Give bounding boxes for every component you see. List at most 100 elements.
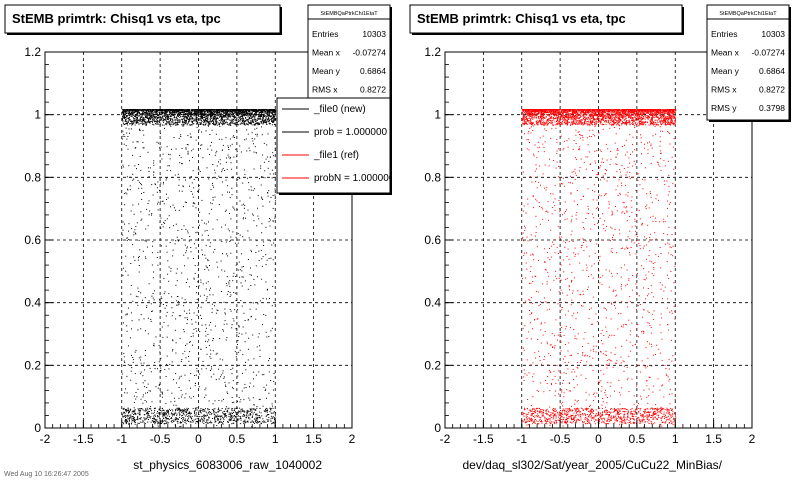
data-point [232, 176, 234, 178]
data-point [198, 169, 200, 171]
data-point [226, 406, 228, 408]
data-point [179, 109, 181, 110]
data-point [254, 123, 256, 125]
data-point [226, 323, 228, 325]
data-point [239, 111, 241, 113]
data-point [197, 281, 199, 283]
data-point [221, 111, 222, 113]
data-point [184, 410, 186, 412]
data-point [212, 112, 213, 114]
data-point [242, 122, 244, 124]
data-point [253, 143, 254, 145]
data-point [258, 116, 260, 118]
data-point [125, 314, 127, 316]
data-point [244, 212, 246, 214]
data-point [180, 109, 182, 111]
data-point [216, 110, 218, 112]
data-point [164, 115, 166, 117]
data-point [266, 120, 268, 122]
data-point [232, 177, 234, 179]
data-point [172, 204, 174, 206]
data-point [235, 119, 237, 121]
data-point [230, 414, 232, 416]
data-point [250, 421, 252, 423]
data-point [227, 185, 229, 187]
data-point [250, 117, 252, 119]
data-point [250, 249, 252, 251]
data-point [247, 230, 249, 232]
data-point [221, 226, 223, 228]
data-point [133, 402, 135, 403]
data-point [187, 410, 189, 412]
data-point [179, 112, 181, 114]
data-point [175, 209, 177, 211]
data-point [121, 117, 123, 119]
data-point [205, 288, 207, 290]
data-point [226, 293, 228, 295]
data-point [136, 116, 138, 118]
data-point [197, 110, 199, 112]
data-point [249, 116, 250, 118]
data-point [212, 338, 214, 339]
data-point [230, 252, 232, 254]
data-point [242, 123, 244, 125]
data-point [217, 418, 219, 420]
data-point [154, 184, 156, 186]
data-point [137, 111, 139, 113]
data-point [219, 116, 221, 118]
data-point [123, 117, 125, 119]
data-point [263, 410, 265, 412]
data-point [229, 112, 231, 114]
data-point [249, 112, 251, 114]
data-point [255, 111, 257, 113]
data-point [238, 109, 240, 111]
data-point [188, 360, 190, 362]
data-point [195, 374, 197, 376]
data-point [227, 118, 229, 120]
data-point [201, 117, 203, 118]
data-point [274, 119, 276, 121]
data-point [195, 114, 197, 116]
data-point [265, 281, 267, 283]
data-point [140, 121, 142, 123]
data-point [125, 419, 127, 421]
data-point [166, 115, 167, 117]
data-point [144, 119, 146, 121]
data-point [125, 127, 127, 129]
data-point [236, 182, 238, 184]
data-point [205, 335, 207, 337]
data-point [128, 109, 130, 111]
data-point [221, 171, 223, 173]
data-point [145, 113, 147, 115]
data-point [168, 116, 170, 118]
data-point [261, 118, 263, 120]
data-point [131, 367, 133, 369]
data-point [160, 310, 162, 312]
data-point [200, 318, 202, 319]
data-point [227, 191, 229, 193]
data-point [245, 113, 247, 115]
data-point [149, 416, 150, 418]
data-point [137, 412, 139, 414]
data-point [207, 341, 209, 343]
data-point [274, 123, 276, 125]
data-point [218, 175, 220, 177]
data-point [176, 382, 177, 384]
data-point [126, 237, 128, 239]
data-point [178, 397, 180, 399]
data-point [132, 418, 134, 420]
data-point [153, 110, 155, 112]
data-point [177, 110, 179, 112]
data-point [166, 336, 168, 338]
data-point [127, 111, 129, 113]
data-point [220, 419, 221, 421]
data-point [242, 236, 244, 238]
data-point [231, 120, 233, 121]
data-point [162, 109, 164, 110]
data-point [191, 116, 193, 118]
data-point [222, 370, 224, 372]
data-point [246, 413, 248, 415]
data-point [206, 353, 208, 355]
data-point [215, 118, 217, 119]
data-point [126, 116, 128, 118]
